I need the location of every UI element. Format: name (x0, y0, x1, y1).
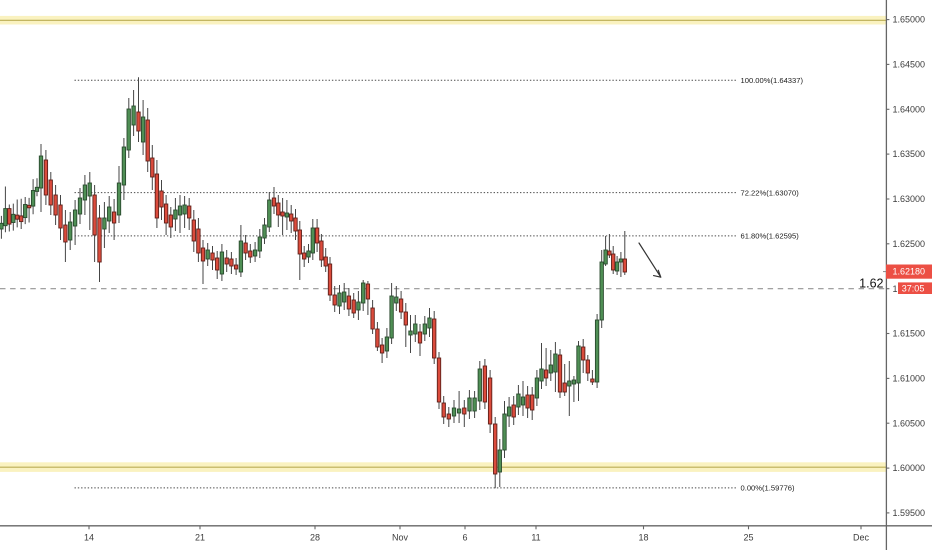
svg-text:1.59500: 1.59500 (893, 508, 926, 518)
svg-text:25: 25 (743, 533, 753, 543)
svg-text:61.80%(1.62595): 61.80%(1.62595) (741, 232, 800, 241)
svg-text:1.62500: 1.62500 (893, 239, 926, 249)
svg-text:1.62: 1.62 (859, 277, 883, 291)
svg-text:Dec: Dec (853, 533, 870, 543)
svg-text:37:05: 37:05 (902, 283, 925, 293)
svg-text:6: 6 (462, 533, 467, 543)
svg-text:1.61000: 1.61000 (893, 374, 926, 384)
svg-text:18: 18 (638, 533, 648, 543)
svg-text:21: 21 (195, 533, 205, 543)
svg-text:Nov: Nov (392, 533, 409, 543)
svg-text:1.61500: 1.61500 (893, 329, 926, 339)
svg-text:0.00%(1.59776): 0.00%(1.59776) (741, 484, 796, 493)
svg-text:1.64000: 1.64000 (893, 104, 926, 114)
svg-text:1.62180: 1.62180 (893, 267, 926, 277)
svg-text:100.00%(1.64337): 100.00%(1.64337) (741, 76, 804, 85)
svg-text:28: 28 (310, 533, 320, 543)
svg-text:1.63000: 1.63000 (893, 194, 926, 204)
svg-text:1.60000: 1.60000 (893, 463, 926, 473)
svg-text:1.63500: 1.63500 (893, 149, 926, 159)
svg-text:72.22%(1.63070): 72.22%(1.63070) (741, 188, 800, 197)
svg-text:1.60500: 1.60500 (893, 418, 926, 428)
svg-text:1.64500: 1.64500 (893, 60, 926, 70)
svg-text:14: 14 (84, 533, 94, 543)
svg-text:11: 11 (531, 533, 540, 543)
svg-text:1.65000: 1.65000 (893, 15, 926, 25)
